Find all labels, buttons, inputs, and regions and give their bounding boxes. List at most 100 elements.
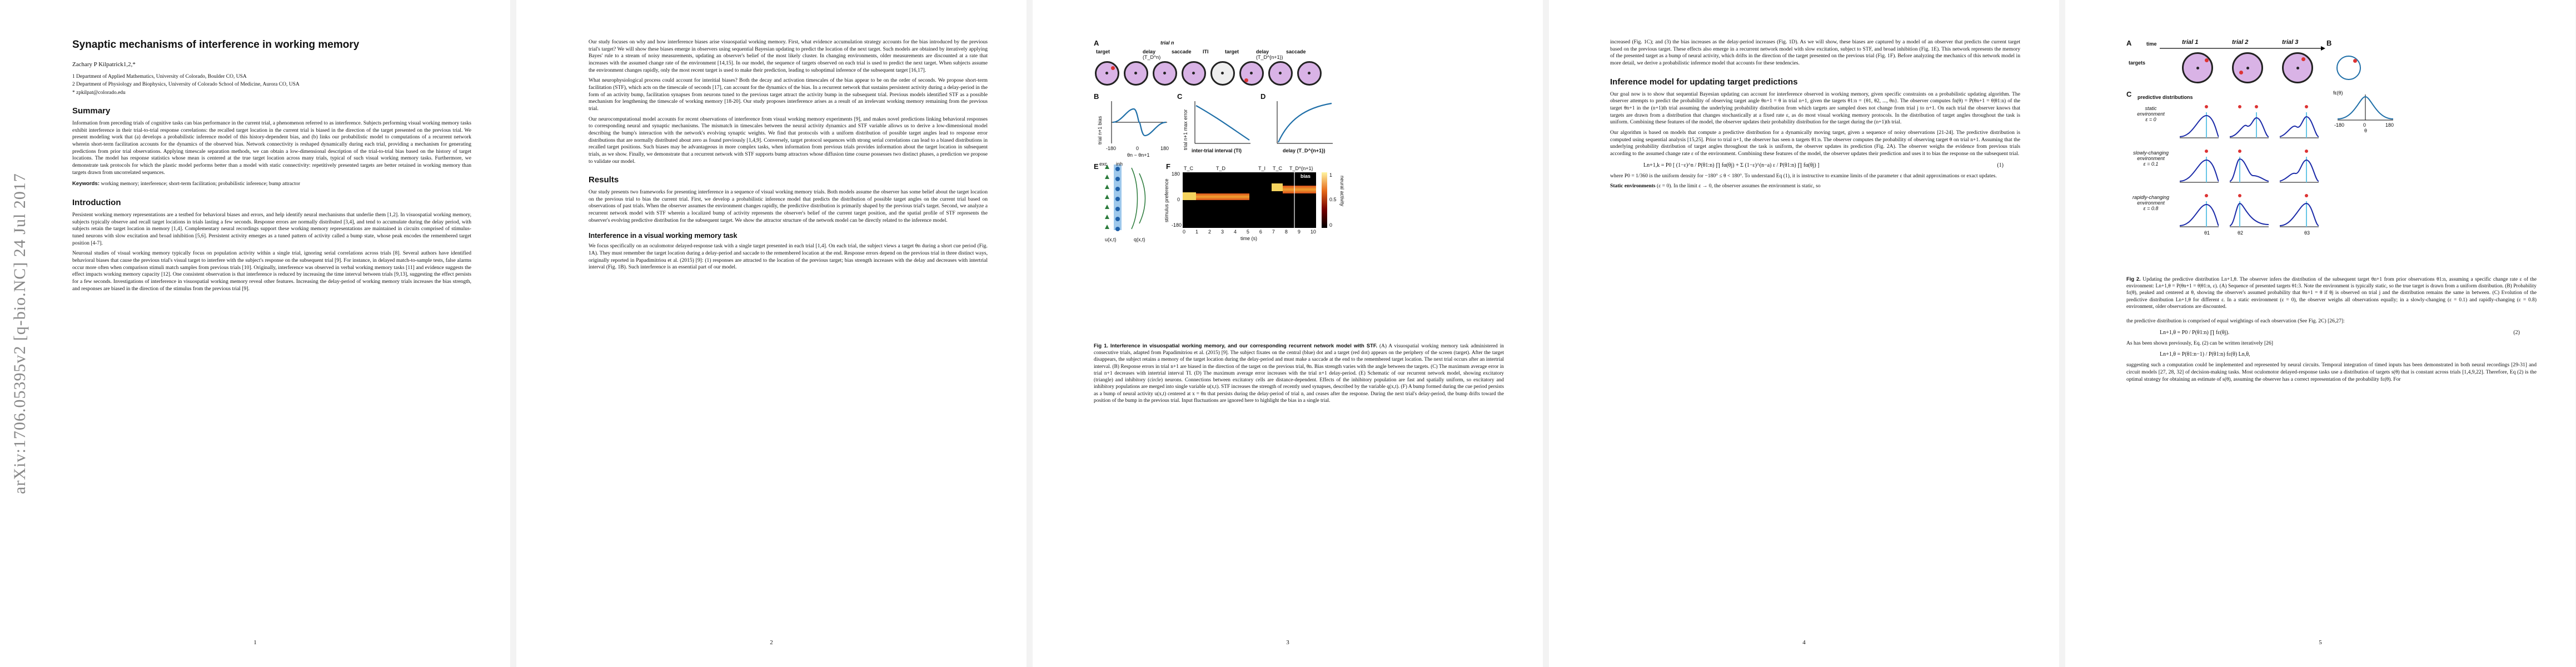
static-paragraph: Static environments (ε = 0). In the limi… <box>1610 183 2020 190</box>
body-paragraph: Our study focuses on why and how interfe… <box>589 39 988 73</box>
body-paragraph: the predictive distribution is comprised… <box>2126 318 2345 325</box>
panel-label-e: E <box>1094 162 1099 171</box>
b-xlabel: θ <box>2364 128 2368 133</box>
activity-heatmap <box>1183 172 1316 228</box>
summary-text: Information from preceding trials of cog… <box>72 120 471 176</box>
task-screen <box>1297 61 1322 86</box>
keywords: Keywords: working memory; interference; … <box>72 181 471 188</box>
panel-b-plot <box>2337 94 2394 121</box>
task-screen <box>1268 61 1293 86</box>
f-ytick: 180 <box>1172 171 1180 177</box>
network-schematic <box>1105 165 1146 231</box>
affiliation: 2 Department of Physiology and Biophysic… <box>72 82 300 88</box>
bias-curve <box>1112 108 1167 137</box>
theta-label: θ1 <box>2204 230 2210 236</box>
b-tick: -180 <box>1106 146 1117 151</box>
task-screen <box>1124 61 1148 86</box>
body-paragraph: What neurophysiological process could ac… <box>589 77 988 112</box>
figure-2-caption: Fig 2. Updating the predictive distribut… <box>2126 276 2537 310</box>
page-2: Our study focuses on why and how interfe… <box>516 0 1027 667</box>
bump-cue <box>1183 192 1196 200</box>
f-xtick: 6 <box>1259 229 1262 235</box>
task-heading: Interference in a visual working memory … <box>589 232 738 240</box>
page-number: 2 <box>770 639 773 646</box>
fixation-dot <box>1105 72 1108 74</box>
equation-1: Ln+1,k = P0 [ (1−ε)^n / P(θ1:n) ∏ fα(θj)… <box>1643 162 2004 168</box>
f-label-tc: T_C <box>1184 166 1194 171</box>
theta-label: θ2 <box>2238 230 2244 236</box>
b-axis-label: fε(θ) <box>2333 90 2343 96</box>
target-dot <box>2239 71 2243 74</box>
f-xtick: 3 <box>1220 229 1224 235</box>
affiliation-email[interactable]: * zpkilpat@colorado.edu <box>72 89 126 96</box>
fixation-dot <box>1134 72 1137 74</box>
f-cbar-tick: 1 <box>1329 172 1333 178</box>
intro-heading: Introduction <box>72 197 121 207</box>
f-xtick: 4 <box>1233 229 1237 235</box>
bump-delay <box>1196 193 1249 200</box>
f-label-ti: T_I <box>1258 166 1266 171</box>
f-label-td: T_D <box>1216 166 1226 171</box>
figure-1: A target trial n delay saccade ITI targe… <box>1094 39 1383 339</box>
body-paragraph: Our goal now is to show that sequential … <box>1610 91 2020 126</box>
f-xtick: 8 <box>1284 229 1288 235</box>
row-label-line: ε = 0 <box>2145 117 2156 122</box>
intro-paragraph: Neuronal studies of visual working memor… <box>72 250 471 292</box>
panel-b-axes <box>1111 101 1167 143</box>
a-label-delay-2: delay <box>1256 49 1269 54</box>
theta-label: θ3 <box>2304 230 2310 236</box>
equation-3: Ln+1,θ = P(θ1:n−1) / P(θ1:n) fε(θ) Ln,θ, <box>2160 351 2520 357</box>
panel-label-a: A <box>2126 39 2132 47</box>
equation-2: Ln+1,θ = P0 / P(θ1:n) ∏ fε(θj). (2) <box>2160 330 2520 336</box>
arxiv-stamp: arXiv:1706.05395v2 [q-bio.NC] 24 Jul 201… <box>9 0 31 667</box>
a-sub-delay-2: (T_D^{n+1}) <box>1256 54 1283 60</box>
b-tick: 0 <box>2363 122 2366 128</box>
pred-dist-label: predictive distributions <box>2137 94 2193 100</box>
static-label: Static environments <box>1610 183 1656 190</box>
fixation-dot <box>1250 72 1253 74</box>
heatmap-colorbar <box>1322 172 1327 228</box>
fixation-dot <box>1192 72 1195 74</box>
caption-label: Fig 1. <box>1094 342 1109 349</box>
target-dot <box>1244 78 1248 82</box>
page-number: 4 <box>1802 639 1806 646</box>
page-number: 5 <box>2319 639 2322 646</box>
f-label-tc-2: T_C <box>1273 166 1283 171</box>
panel-label-d: D <box>1260 92 1266 101</box>
time-label: time <box>2146 41 2157 47</box>
f-label-td-2: T_D^{n+1} <box>1289 166 1313 171</box>
results-heading: Results <box>589 175 619 185</box>
affiliation: 1 Department of Applied Mathematics, Uni… <box>72 74 247 79</box>
figure-1-caption: Fig 1. Interference in visuospatial work… <box>1094 342 1504 404</box>
b-tick: 0 <box>1136 146 1139 151</box>
f-cbar-label: neural activity <box>1339 176 1345 207</box>
f-xlabel: time (s) <box>1240 236 1257 241</box>
a-label-iti: ITI <box>1203 49 1209 54</box>
row-label-line: ε = 0.1 <box>2143 161 2159 167</box>
fixation-dot <box>2246 67 2249 69</box>
fixation-dot <box>1221 72 1224 74</box>
iti-curve <box>1195 105 1250 141</box>
fixation-dot <box>1279 72 1282 74</box>
task-screen-iti <box>1210 61 1235 86</box>
a-label-trial-n: trial n <box>1160 40 1174 46</box>
page-number: 3 <box>1286 639 1289 646</box>
bump-delay-2 <box>1283 186 1316 193</box>
a-label-delay: delay <box>1143 49 1156 54</box>
trial-3-label: trial 3 <box>2282 39 2299 46</box>
body-paragraph: increased (Fig. 1C); and (3) the bias in… <box>1610 39 2020 66</box>
f-xtick: 9 <box>1297 229 1301 235</box>
f-xtick: 1 <box>1195 229 1198 235</box>
f-ytick: 0 <box>1177 197 1180 202</box>
panels-bcd-plots <box>1111 101 1333 144</box>
page-5: A time trial 1 trial 2 trial 3 targets B… <box>2065 0 2575 667</box>
row-label-line: rapidly-changing <box>2132 195 2170 200</box>
keywords-label: Keywords: <box>72 181 100 187</box>
time-arrow <box>2160 46 2325 51</box>
body-paragraph: As has been shown previously, Eq. (2) ca… <box>2126 340 2273 346</box>
target-dot <box>2205 58 2209 62</box>
a-sub-delay: (T_D^n) <box>1143 54 1161 60</box>
task-screen <box>1095 61 1119 86</box>
row-label-rapid: rapidly-changing environment ε = 0.8 <box>2129 195 2173 211</box>
static-text: (ε = 0). In the limit ε → 0, the observe… <box>1657 183 1821 190</box>
